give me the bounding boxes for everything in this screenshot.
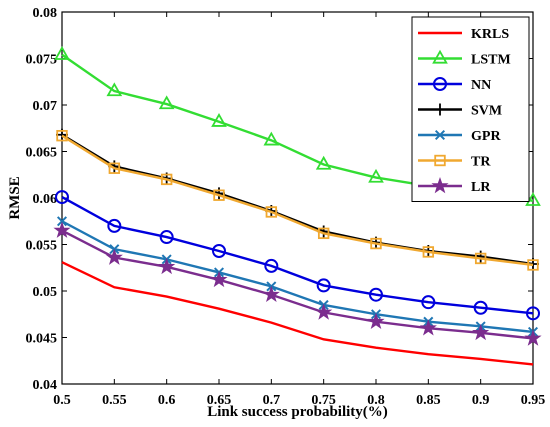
x-tick-label: 0.55	[102, 393, 127, 408]
y-tick-label: 0.055	[26, 239, 58, 254]
marker-star	[419, 319, 437, 336]
series-line-krls	[61, 261, 534, 366]
y-tick-label: 0.065	[26, 146, 58, 161]
marker-circle	[107, 218, 122, 233]
legend-label-gpr: GPR	[471, 129, 501, 144]
marker-x	[56, 216, 68, 227]
marker-star	[472, 323, 490, 341]
series-lr	[53, 221, 542, 346]
legend-label-lr: LR	[471, 180, 491, 195]
marker-circle	[421, 295, 436, 310]
series-line-tr	[61, 134, 534, 267]
legend-label-tr: TR	[471, 155, 491, 170]
legend-item-lstm: LSTM	[418, 49, 511, 68]
x-tick-label: 0.5	[53, 393, 71, 408]
marker-square	[474, 252, 487, 265]
x-tick-label: 0.75	[311, 393, 336, 408]
series-line-gpr	[61, 220, 534, 334]
legend-item-lr: LR	[418, 176, 491, 195]
legend-item-tr: TR	[418, 155, 491, 170]
x-axis-label: Link success probability(%)	[207, 404, 388, 420]
marker-triangle	[315, 155, 332, 170]
marker-square	[160, 173, 173, 186]
marker-x	[434, 129, 446, 141]
marker-triangle	[106, 82, 123, 97]
marker-circle	[369, 287, 383, 302]
legend-item-svm: SVM	[418, 103, 502, 119]
series-nn	[55, 190, 540, 321]
y-tick-label: 0.05	[33, 285, 58, 300]
y-tick-label: 0.07	[33, 99, 58, 114]
marker-star	[262, 285, 280, 303]
marker-circle	[316, 278, 331, 293]
x-tick-label: 0.6	[158, 393, 176, 408]
x-tick-label: 0.8	[367, 393, 385, 408]
y-tick-label: 0.045	[26, 332, 58, 347]
y-axis-label: RMSE	[7, 176, 23, 219]
marker-square	[527, 259, 539, 271]
y-tick-label: 0.08	[33, 6, 58, 21]
x-tick-label: 0.7	[263, 393, 281, 408]
series-line-lr	[61, 229, 534, 340]
x-tick-label: 0.95	[521, 393, 546, 408]
y-tick-label: 0.075	[26, 53, 58, 68]
series-line-nn	[61, 196, 534, 315]
marker-circle	[433, 77, 447, 91]
marker-circle	[212, 244, 226, 259]
marker-triangle	[368, 168, 384, 183]
marker-triangle	[158, 95, 175, 110]
marker-circle	[264, 258, 279, 273]
legend: KRLS LSTM NN SVM GPR TR LR	[411, 16, 530, 202]
marker-square	[265, 206, 278, 218]
y-tick-label: 0.04	[33, 378, 58, 393]
marker-star	[210, 270, 228, 288]
marker-square	[56, 129, 68, 142]
marker-circle	[159, 230, 174, 245]
x-tick-label: 0.65	[207, 393, 232, 408]
marker-star	[53, 221, 71, 238]
marker-circle	[526, 306, 540, 321]
x-tick-label: 0.9	[472, 393, 490, 408]
legend-item-gpr: GPR	[418, 129, 501, 144]
legend-label-krls: KRLS	[471, 27, 509, 42]
legend-item-nn: NN	[418, 77, 491, 93]
y-tick-label: 0.06	[33, 192, 58, 207]
legend-item-krls: KRLS	[418, 27, 509, 42]
marker-triangle	[211, 113, 227, 127]
marker-triangle	[432, 49, 448, 64]
series-tr	[56, 129, 539, 271]
marker-plus	[434, 103, 446, 116]
marker-star	[367, 312, 385, 329]
marker-star	[315, 303, 333, 320]
marker-square	[422, 246, 435, 258]
legend-label-lstm: LSTM	[471, 53, 511, 68]
marker-square	[370, 237, 382, 250]
x-tick-label: 0.85	[416, 393, 441, 408]
marker-circle	[55, 190, 69, 205]
marker-square	[434, 154, 446, 167]
legend-label-nn: NN	[471, 78, 491, 93]
marker-square	[108, 162, 121, 174]
marker-star	[524, 329, 542, 346]
marker-star	[431, 176, 449, 194]
marker-star	[158, 257, 176, 275]
series-krls	[61, 261, 534, 366]
series-line-svm	[61, 133, 534, 266]
marker-circle	[473, 300, 488, 315]
marker-star	[105, 248, 123, 265]
marker-triangle	[263, 131, 280, 146]
marker-triangle	[54, 46, 70, 60]
marker-square	[213, 189, 225, 201]
marker-square	[317, 227, 330, 240]
marker-triangle	[525, 192, 541, 206]
legend-label-svm: SVM	[471, 104, 502, 119]
